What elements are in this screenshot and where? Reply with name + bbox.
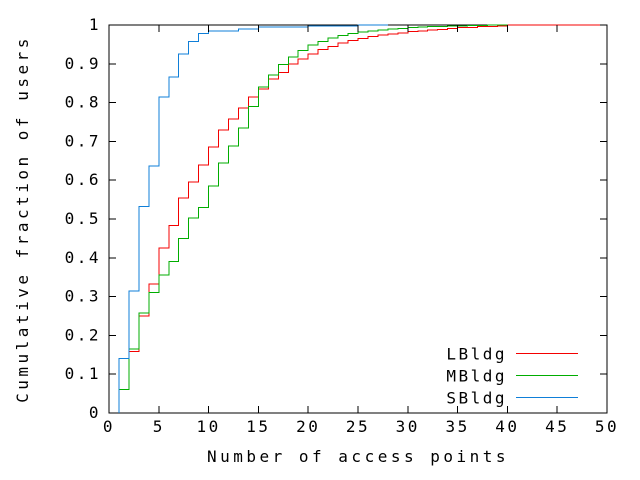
x-tick-label: 40: [495, 417, 519, 436]
y-tick-label: 0: [89, 403, 101, 422]
y-axis-ticks: 0 0.1 0.2 0.3 0.4 0.5 0.6 0.7 0.8 0.9 1: [65, 15, 607, 422]
legend-label-SBldg: SBldg: [446, 389, 507, 408]
x-tick-label: 10: [196, 417, 220, 436]
y-tick-label: 0.1: [65, 364, 101, 383]
x-tick-label: 35: [445, 417, 469, 436]
series-path-LBldg: [118, 24, 607, 413]
y-tick-label: 0.2: [65, 325, 101, 344]
legend-label-LBldg: LBldg: [446, 345, 507, 364]
x-tick-label: 50: [595, 417, 619, 436]
y-tick-label: 0.5: [65, 209, 101, 228]
x-axis-title: Number of access points: [207, 447, 509, 466]
legend: LBldg MBldg SBldg: [446, 345, 578, 408]
x-tick-label: 15: [246, 417, 270, 436]
series-path-SBldg: [118, 24, 388, 413]
y-tick-label: 0.9: [65, 54, 101, 73]
x-tick-label: 25: [346, 417, 370, 436]
y-axis-title: Cumulative fraction of users: [13, 35, 32, 403]
plot-border: [108, 24, 608, 414]
y-tick-label: 0.6: [65, 170, 101, 189]
x-tick-label: 30: [396, 417, 420, 436]
x-tick-label: 5: [153, 417, 165, 436]
x-tick-label: 20: [296, 417, 320, 436]
legend-label-MBldg: MBldg: [446, 367, 507, 386]
y-tick-label: 0.3: [65, 287, 101, 306]
y-tick-label: 0.7: [65, 131, 101, 150]
x-tick-label: 0: [103, 417, 115, 436]
x-axis-ticks: 0 5 10 15 20 25 30 35 40 45 50: [103, 25, 619, 436]
y-tick-label: 0.4: [65, 248, 101, 267]
series-path-MBldg: [118, 24, 508, 413]
y-tick-label: 0.8: [65, 93, 101, 112]
y-tick-label: 1: [89, 15, 101, 34]
x-tick-label: 45: [545, 417, 569, 436]
